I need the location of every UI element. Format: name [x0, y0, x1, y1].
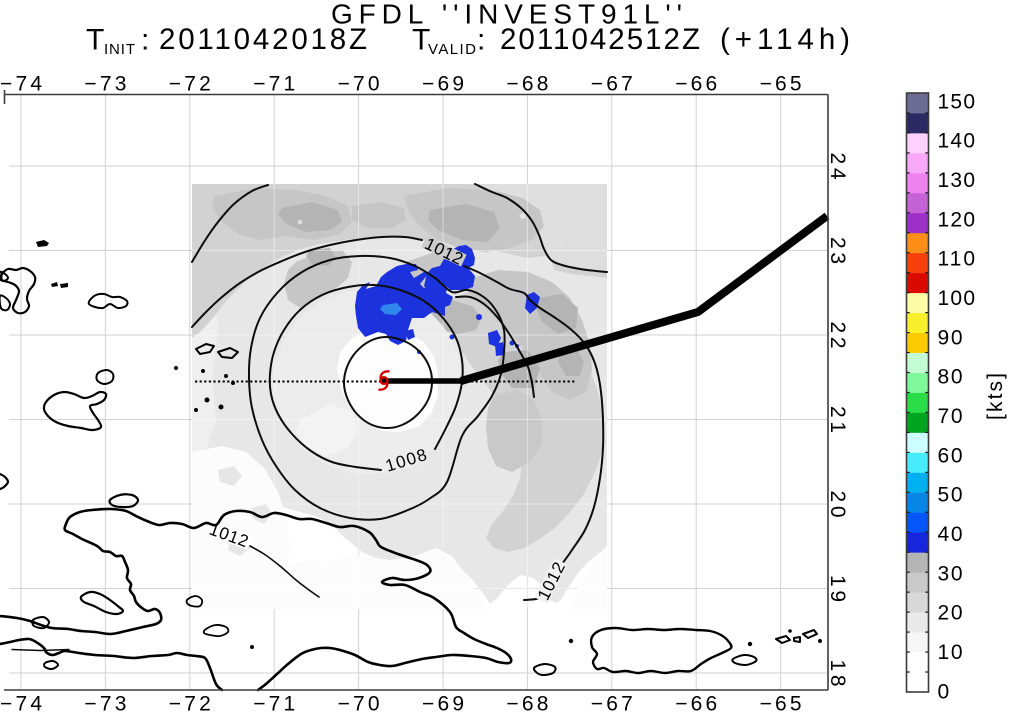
svg-text:60: 60	[938, 444, 963, 467]
svg-text:30: 30	[938, 562, 963, 585]
svg-text:VALID: VALID	[428, 41, 476, 58]
svg-text:2011042018Z: 2011042018Z	[159, 23, 367, 56]
svg-text:−72: −72	[169, 73, 211, 96]
svg-text:−71: −71	[253, 73, 295, 96]
svg-text:20: 20	[938, 602, 963, 625]
svg-text:−69: −69	[422, 693, 464, 716]
svg-text:−74: −74	[0, 693, 42, 716]
svg-text:2011042512Z: 2011042512Z	[500, 23, 700, 56]
svg-text:INIT: INIT	[104, 41, 135, 58]
svg-text:−73: −73	[84, 693, 126, 716]
svg-text:GFDL ''INVEST91L'': GFDL ''INVEST91L''	[331, 0, 682, 30]
svg-text:[kts]: [kts]	[984, 373, 1007, 420]
svg-text:−65: −65	[760, 73, 802, 96]
svg-text:140: 140	[938, 130, 976, 153]
svg-text:−68: −68	[506, 693, 548, 716]
svg-text:50: 50	[938, 484, 963, 507]
svg-text:40: 40	[938, 523, 963, 546]
svg-text::: :	[141, 23, 149, 56]
svg-text:−73: −73	[84, 73, 126, 96]
svg-text:−66: −66	[675, 693, 717, 716]
svg-text:130: 130	[938, 169, 976, 192]
svg-text:0: 0	[938, 680, 950, 703]
svg-text:−70: −70	[338, 73, 380, 96]
svg-text:90: 90	[938, 326, 963, 349]
svg-text:T: T	[412, 23, 430, 56]
svg-text:−67: −67	[591, 693, 633, 716]
svg-text:(+114h): (+114h)	[720, 23, 850, 56]
svg-text:10: 10	[938, 641, 963, 664]
svg-text:−74: −74	[0, 73, 42, 96]
svg-text:80: 80	[938, 366, 963, 389]
svg-text:−71: −71	[253, 693, 295, 716]
svg-text:−67: −67	[591, 73, 633, 96]
svg-text:−66: −66	[675, 73, 717, 96]
svg-text:−65: −65	[760, 693, 802, 716]
svg-text:−70: −70	[338, 693, 380, 716]
svg-text:150: 150	[938, 90, 976, 113]
svg-text::: :	[477, 23, 485, 56]
svg-text:120: 120	[938, 208, 976, 231]
svg-text:T: T	[86, 23, 104, 56]
svg-text:110: 110	[938, 248, 976, 271]
svg-text:70: 70	[938, 405, 963, 428]
svg-text:−72: −72	[169, 693, 211, 716]
svg-text:100: 100	[938, 287, 976, 310]
svg-text:−68: −68	[506, 73, 548, 96]
svg-text:−69: −69	[422, 73, 464, 96]
